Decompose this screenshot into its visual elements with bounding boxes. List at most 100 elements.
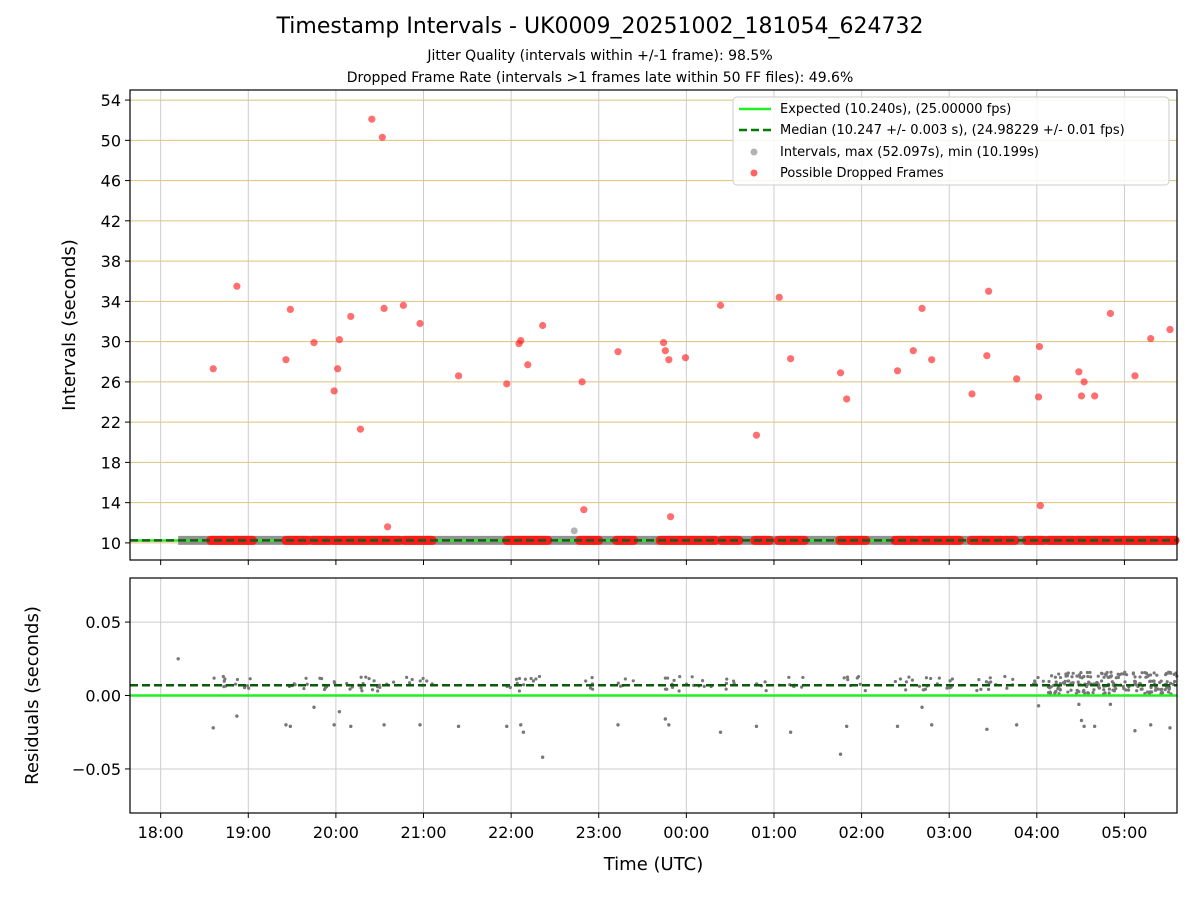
residual-point — [1069, 688, 1073, 692]
residual-point — [948, 686, 952, 690]
residual-outlier — [1149, 723, 1153, 727]
residual-point — [907, 675, 911, 679]
x-tick-label: 02:00 — [839, 823, 885, 842]
residual-point — [221, 674, 225, 679]
residual-point — [1149, 685, 1153, 690]
residual-point — [1123, 670, 1127, 674]
top-y-axis-label: Intervals (seconds) — [59, 239, 80, 411]
dropped-frame-point — [1131, 372, 1139, 380]
residual-outlier — [418, 723, 422, 727]
residual-point — [1153, 688, 1158, 692]
residual-point — [1086, 691, 1090, 695]
dropped-frame-point — [454, 372, 463, 380]
residual-point — [517, 689, 521, 693]
residual-point — [702, 684, 706, 688]
residual-outlier — [235, 714, 239, 718]
residual-point — [410, 677, 414, 682]
residual-point — [1159, 679, 1163, 683]
residual-point — [1075, 674, 1079, 678]
residual-point — [1120, 672, 1124, 676]
residual-outlier — [616, 723, 620, 727]
residual-point — [1116, 672, 1120, 676]
dropped-frame-point — [1075, 368, 1083, 376]
residual-point — [1151, 679, 1155, 683]
top-y-tick-label: 34 — [101, 292, 121, 311]
residual-outlier — [1133, 729, 1137, 733]
residual-point — [929, 676, 933, 681]
dropped-frame-point — [1080, 378, 1088, 386]
residual-point — [700, 679, 705, 683]
residual-outlier — [332, 723, 336, 727]
top-y-tick-label: 50 — [101, 131, 121, 150]
residual-point — [1165, 680, 1169, 684]
dropped-frame-point — [893, 367, 902, 375]
residual-point — [1086, 682, 1090, 686]
residual-outlier — [1092, 724, 1097, 729]
residual-point — [348, 687, 352, 691]
residual-point — [392, 680, 396, 684]
residual-point — [1172, 672, 1176, 677]
residual-point — [1053, 675, 1058, 679]
residual-point — [1114, 676, 1118, 680]
residual-outlier — [288, 724, 293, 729]
x-tick-label: 22:00 — [488, 823, 534, 842]
residual-outlier — [176, 657, 180, 661]
residual-point — [235, 677, 240, 682]
residual-point — [763, 680, 767, 684]
dropped-frame-point — [659, 339, 668, 347]
residual-point — [1091, 690, 1095, 695]
residual-point — [1132, 679, 1137, 683]
residual-point — [1011, 677, 1015, 681]
dropped-frame-point — [985, 287, 993, 295]
dropped-frame-point — [539, 321, 547, 330]
residual-point — [1066, 671, 1070, 675]
residual-point — [801, 675, 805, 680]
residual-point — [508, 685, 512, 690]
x-tick-label: 05:00 — [1101, 823, 1147, 842]
legend-dropped-label: Possible Dropped Frames — [780, 166, 944, 181]
residual-point — [1099, 679, 1104, 683]
residual-point — [1111, 688, 1115, 692]
x-tick-label: 04:00 — [1014, 823, 1060, 842]
residual-point — [1075, 688, 1079, 693]
residual-point — [987, 681, 991, 685]
residual-point — [1096, 674, 1100, 678]
residual-point — [332, 680, 336, 684]
dropped-frame-point — [1106, 309, 1115, 318]
x-tick-label: 21:00 — [400, 823, 446, 842]
residual-point — [631, 679, 635, 683]
residual-point — [1066, 690, 1070, 694]
dropped-frame-point — [1036, 502, 1044, 510]
residual-point — [523, 677, 528, 681]
residual-point — [1088, 670, 1092, 675]
residual-point — [534, 677, 538, 681]
residual-point — [904, 688, 908, 692]
residual-point — [1071, 671, 1075, 675]
residual-point — [1148, 690, 1152, 694]
residual-point — [863, 689, 867, 693]
residual-point — [842, 676, 846, 680]
residual-point — [1065, 674, 1070, 678]
residual-point — [364, 675, 368, 679]
residual-point — [677, 689, 681, 693]
residual-point — [1152, 671, 1156, 675]
residual-point — [590, 676, 594, 680]
dropped-frame-point — [286, 305, 294, 314]
dropped-frame-point — [330, 387, 338, 395]
legend-intervals-label: Intervals, max (52.097s), min (10.199s) — [780, 145, 1039, 160]
residual-point — [1047, 679, 1051, 684]
residual-point — [988, 676, 992, 680]
residual-point — [1104, 673, 1108, 677]
dropped-frame-point — [383, 523, 392, 531]
x-tick-label: 03:00 — [926, 823, 972, 842]
top-y-tick-label: 30 — [101, 333, 121, 352]
x-axis-label: Time (UTC) — [603, 854, 704, 875]
residual-point — [1083, 691, 1087, 695]
residual-point — [378, 685, 382, 689]
legend-intervals-swatch — [750, 148, 758, 156]
residual-point — [1086, 674, 1090, 679]
residual-outlier — [920, 705, 924, 709]
residual-point — [1063, 682, 1067, 686]
residual-point — [223, 677, 227, 681]
residual-point — [531, 679, 535, 683]
